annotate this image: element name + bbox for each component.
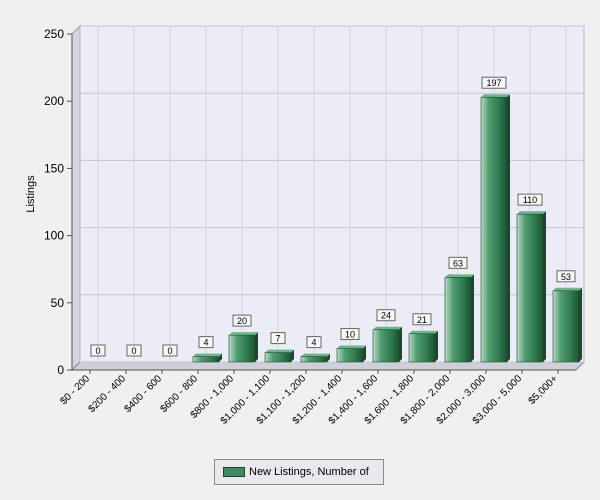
x-tick-label: $400 - 600: [123, 373, 165, 415]
data-label: 10: [345, 330, 355, 340]
bar-face: [336, 348, 364, 363]
bar-top: [193, 353, 222, 357]
legend-label: New Listings, Number of: [249, 466, 369, 478]
bar-side: [327, 353, 330, 362]
bar-top: [301, 353, 330, 357]
y-tick-label: 250: [44, 27, 64, 41]
bar-top: [265, 349, 294, 353]
data-label-box: [448, 256, 468, 269]
bar-side: [399, 326, 402, 362]
y-tick-label: 0: [57, 363, 64, 377]
data-label-box: [198, 336, 214, 349]
legend-swatch: [223, 467, 245, 477]
bar-face: [192, 356, 220, 363]
data-label: 110: [523, 195, 537, 205]
floor: [70, 361, 586, 371]
bar-face: [372, 329, 400, 363]
y-tick-label: 100: [44, 229, 64, 243]
bar-side: [543, 211, 546, 362]
y-tick-label: 150: [44, 161, 64, 175]
data-label: 21: [417, 315, 427, 325]
bar-face: [516, 213, 544, 363]
data-label-box: [340, 328, 360, 341]
x-tick-label: $0 - 200: [58, 373, 92, 407]
bar-face: [264, 352, 292, 363]
data-label-box: [481, 76, 507, 89]
bar-face: [300, 356, 328, 363]
bar: [444, 274, 474, 363]
data-label: 0: [131, 346, 136, 356]
data-label-box: [517, 193, 543, 206]
bar: [228, 332, 258, 363]
bar: [192, 353, 222, 363]
data-label-box: [376, 309, 396, 322]
bar-side: [435, 330, 438, 362]
bar-top: [337, 345, 366, 349]
bar-face: [408, 333, 436, 363]
bar: [372, 326, 402, 363]
bar-side: [579, 287, 582, 362]
data-label: 24: [381, 311, 391, 321]
data-label: 0: [167, 346, 172, 356]
data-label: 53: [561, 272, 571, 282]
bar-side: [291, 349, 294, 362]
x-tick-label: $200 - 400: [87, 373, 129, 415]
y-tick-label: 50: [51, 296, 65, 310]
data-label-box: [90, 344, 106, 357]
bar: [552, 287, 582, 363]
bar: [300, 353, 330, 363]
bar-face: [480, 96, 508, 363]
bar-face: [444, 277, 472, 363]
data-label: 7: [275, 334, 280, 344]
bar: [336, 345, 366, 363]
data-label: 197: [486, 78, 501, 88]
bar-side: [363, 345, 366, 362]
bar-side: [219, 353, 222, 362]
bar-top: [373, 326, 402, 330]
data-label: 0: [95, 346, 100, 356]
bar: [408, 330, 438, 363]
data-label-box: [412, 313, 432, 326]
data-label-box: [232, 314, 252, 327]
data-label: 63: [453, 258, 463, 268]
bar-top: [445, 274, 474, 278]
bar-top: [553, 287, 582, 291]
bar-top: [517, 211, 546, 215]
data-label: 4: [311, 338, 316, 348]
bar-face: [552, 290, 580, 363]
x-tick-label: $5,000+: [527, 373, 561, 407]
data-label-box: [162, 344, 178, 357]
data-label-box: [270, 332, 286, 345]
data-label: 20: [237, 316, 247, 326]
bar-face: [228, 334, 256, 363]
bar-side: [255, 332, 258, 362]
bar-top: [229, 332, 258, 336]
y-tick-label: 200: [44, 94, 64, 108]
bar-top: [481, 94, 510, 98]
bar: [516, 211, 546, 363]
y-axis-title: Listings: [25, 175, 37, 213]
data-label-box: [556, 270, 576, 283]
bar-top: [409, 330, 438, 334]
left-wall: [71, 24, 81, 372]
legend: New Listings, Number of: [214, 459, 384, 485]
bar-side: [471, 274, 474, 362]
bar: [264, 349, 294, 363]
data-label-box: [306, 336, 322, 349]
data-label-box: [126, 344, 142, 357]
bar: [480, 94, 510, 363]
bar-side: [507, 94, 510, 363]
data-label: 4: [203, 338, 208, 348]
